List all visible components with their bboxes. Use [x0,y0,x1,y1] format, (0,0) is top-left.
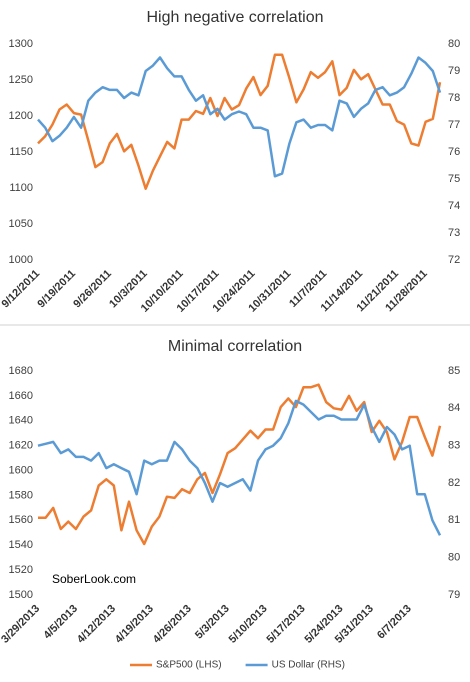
y2-tick-label: 73 [448,227,460,239]
y2-tick-label: 78 [448,92,460,104]
y2-tick-label: 84 [448,402,460,414]
y-tick-label: 1100 [9,182,33,194]
y2-tick-label: 79 [448,65,460,77]
y-tick-label: 1540 [9,539,33,551]
chart-title: Minimal correlation [168,338,302,355]
y-tick-label: 1660 [9,390,33,402]
y-tick-label: 1600 [9,464,33,476]
y-tick-label: 1300 [9,38,33,50]
y-tick-label: 1520 [9,564,33,576]
series-line [37,399,442,536]
y2-tick-label: 83 [448,440,460,452]
legend-label: S&P500 (LHS) [156,660,222,671]
y-tick-label: 1500 [9,589,33,601]
y2-tick-label: 75 [448,173,460,185]
y2-tick-label: 77 [448,119,460,131]
y-tick-label: 1620 [9,440,33,452]
series-line [37,56,442,178]
y2-tick-label: 74 [448,200,460,212]
y-tick-label: 1680 [9,365,33,377]
y2-tick-label: 85 [448,365,460,377]
annotation: SoberLook.com [52,572,136,586]
y-tick-label: 1000 [9,254,33,266]
y-tick-label: 1640 [9,415,33,427]
y-tick-label: 1150 [9,146,33,158]
chart-title: High negative correlation [147,9,324,26]
y-tick-label: 1050 [9,218,33,230]
y2-tick-label: 72 [448,254,460,266]
y2-tick-label: 80 [448,552,460,564]
series-line [37,53,442,190]
y2-tick-label: 80 [448,38,460,50]
y-tick-label: 1200 [9,110,33,122]
y-tick-label: 1560 [9,514,33,526]
y2-tick-label: 81 [448,514,460,526]
y2-tick-label: 82 [448,477,460,489]
y-tick-label: 1250 [9,74,33,86]
y2-tick-label: 76 [448,146,460,158]
legend-label: US Dollar (RHS) [272,660,345,671]
y-tick-label: 1580 [9,489,33,501]
y2-tick-label: 79 [448,589,460,601]
